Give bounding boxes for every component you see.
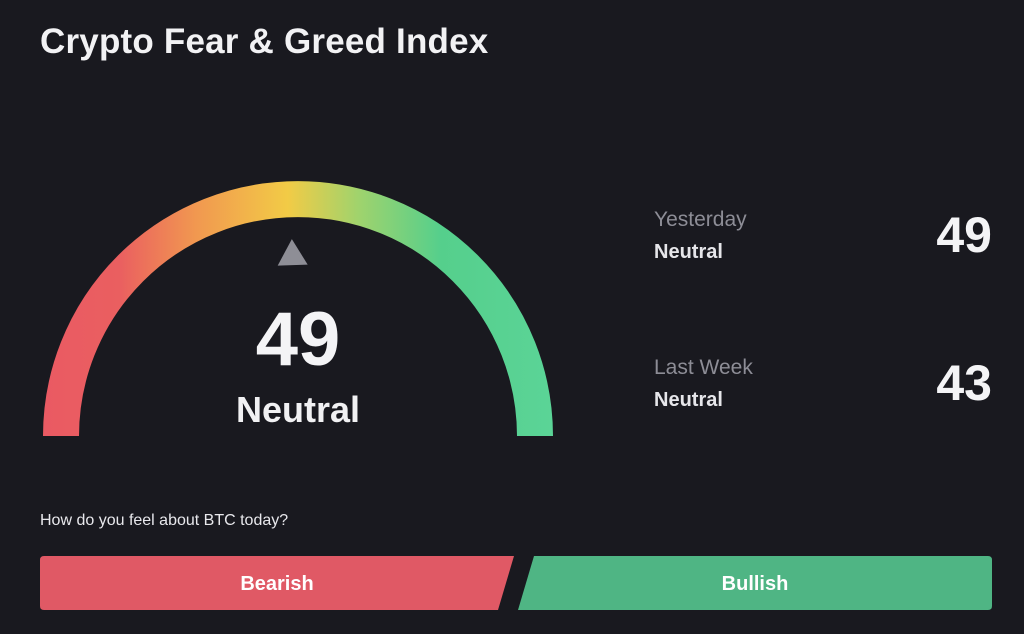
stat-yesterday-label: Yesterday: [654, 208, 747, 231]
stat-yesterday: Yesterday Neutral 49: [654, 208, 994, 278]
stat-last-week-value: 43: [936, 355, 992, 411]
gauge-sentiment-label: Neutral: [235, 389, 361, 430]
vote-bar: [40, 556, 992, 610]
vote-question: How do you feel about BTC today?: [40, 512, 289, 529]
gauge-value: 49: [255, 297, 341, 382]
gauge-pointer-icon: [277, 239, 308, 266]
gauge-arc: [43, 181, 553, 437]
stat-last-week: Last Week Neutral 43: [654, 356, 994, 426]
fear-greed-gauge: [43, 181, 553, 437]
stat-last-week-state: Neutral: [654, 389, 723, 411]
bullish-button[interactable]: [518, 556, 992, 610]
stat-yesterday-value: 49: [936, 207, 992, 263]
bearish-button[interactable]: [40, 556, 514, 610]
stat-yesterday-state: Neutral: [654, 241, 723, 263]
page-title: Crypto Fear & Greed Index: [40, 22, 489, 61]
stat-last-week-label: Last Week: [654, 356, 753, 379]
